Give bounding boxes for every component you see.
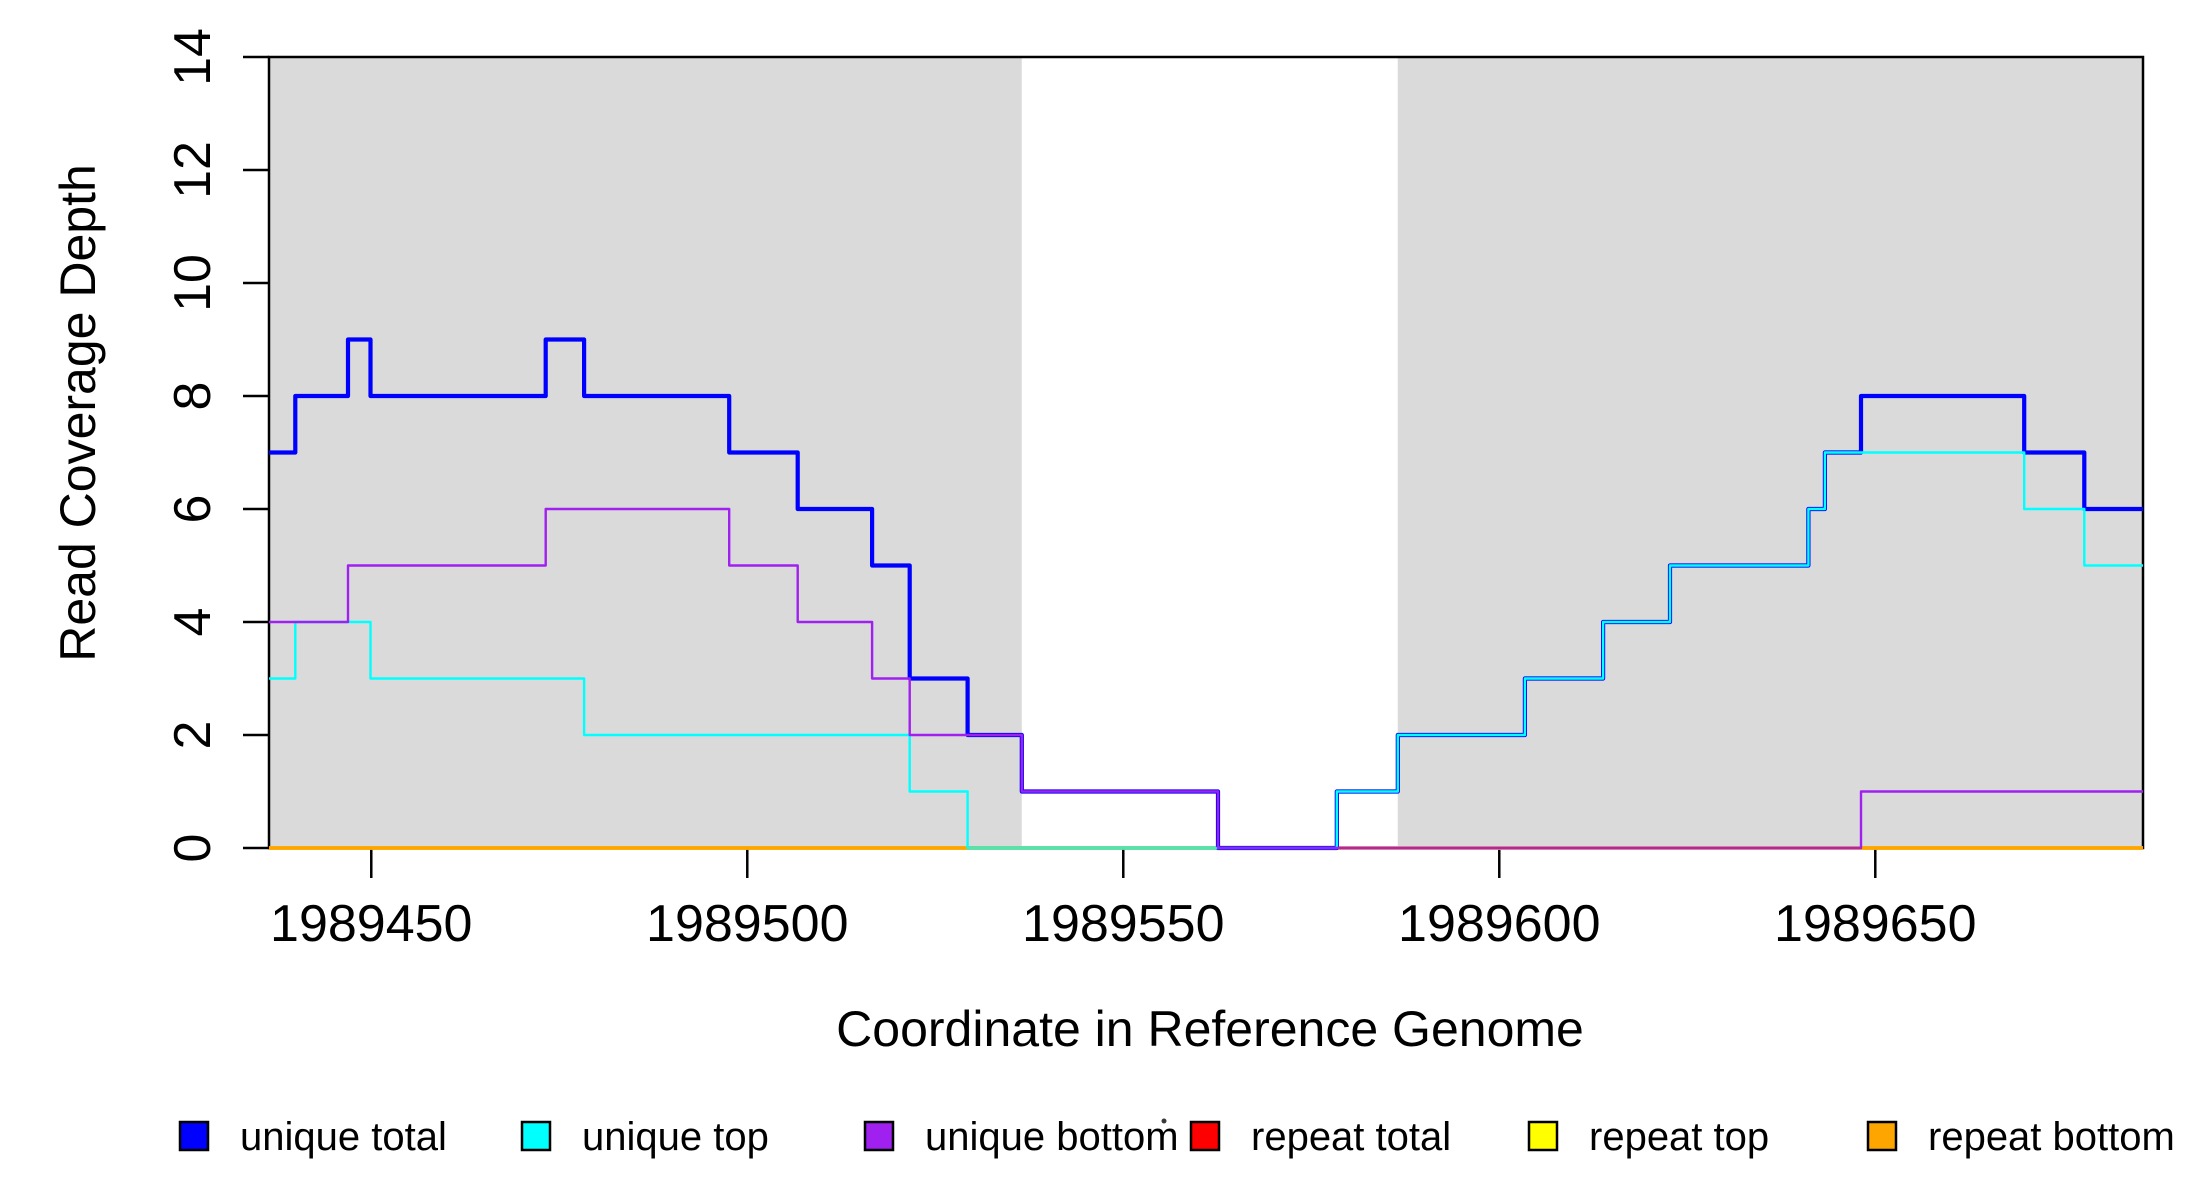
y-tick-label: 4 (164, 608, 222, 637)
shaded-region (269, 57, 1022, 848)
x-tick-label: 1989550 (1022, 895, 1224, 953)
x-tick-label: 1989500 (646, 895, 848, 953)
legend-label-unique-top: unique top (582, 1115, 769, 1159)
y-axis: 0 2 4 6 8 10 12 14 (164, 28, 269, 862)
legend-label-repeat-total: repeat total (1251, 1115, 1451, 1159)
y-tick-label: 10 (164, 254, 222, 312)
coverage-series-lines (269, 337, 2143, 851)
legend-swatch-repeat-top (1527, 1120, 1559, 1152)
legend-label-repeat-top: repeat top (1589, 1115, 1769, 1159)
artifact-dot (1161, 1118, 1167, 1124)
x-tick-label: 1989650 (1774, 895, 1976, 953)
y-tick-label: 12 (164, 141, 222, 199)
y-tick-label: 0 (164, 834, 222, 863)
legend-swatch-repeat-bottom (1866, 1120, 1898, 1152)
legend: unique total unique top unique bottom repea… (178, 1115, 2175, 1159)
y-tick-label: 2 (164, 721, 222, 750)
y-tick-label: 8 (164, 382, 222, 411)
legend-swatch-repeat-total (1189, 1120, 1221, 1152)
legend-swatch-unique-top (520, 1120, 552, 1152)
x-axis-title: Coordinate in Reference Genome (836, 1001, 1584, 1057)
series-line-unique-bottom (269, 507, 2143, 850)
x-tick-label: 1989600 (1398, 895, 1600, 953)
series-line-unique-top (269, 451, 2143, 850)
y-axis-title: Read Coverage Depth (50, 164, 106, 662)
legend-label-unique-bottom: unique bottom (925, 1115, 1179, 1159)
legend-swatch-unique-total (178, 1120, 210, 1152)
y-tick-label: 6 (164, 495, 222, 524)
legend-label-unique-total: unique total (240, 1115, 447, 1159)
x-axis: 1989450 1989500 1989550 1989600 1989650 (270, 848, 1977, 953)
x-tick-label: 1989450 (270, 895, 472, 953)
legend-swatch-unique-bottom (863, 1120, 895, 1152)
y-tick-label: 14 (164, 28, 222, 86)
legend-label-repeat-bottom: repeat bottom (1928, 1115, 2175, 1159)
